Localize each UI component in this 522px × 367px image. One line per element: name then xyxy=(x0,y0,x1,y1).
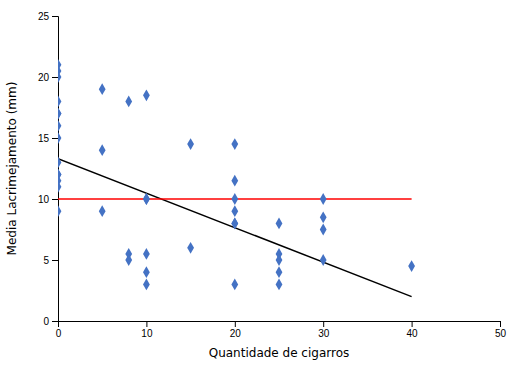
point xyxy=(320,211,327,223)
tick-label: 10 xyxy=(141,328,153,339)
point xyxy=(231,193,238,205)
y-axis-title: Media Lacrimejamento (mm) xyxy=(5,82,19,256)
tick: 40 xyxy=(407,321,419,339)
point xyxy=(143,193,150,205)
tick: 25 xyxy=(38,11,58,22)
tick-mark xyxy=(235,321,236,327)
axis-line xyxy=(59,322,501,328)
point xyxy=(231,138,238,150)
tick: 0 xyxy=(43,316,58,327)
point xyxy=(143,279,150,291)
point xyxy=(58,120,61,132)
point xyxy=(125,254,132,266)
point xyxy=(58,71,61,83)
tick-mark xyxy=(146,321,147,327)
tick-label: 40 xyxy=(407,328,419,339)
tick-mark xyxy=(52,321,58,322)
tick-mark xyxy=(52,199,58,200)
tick: 20 xyxy=(230,321,242,339)
point xyxy=(408,260,415,272)
point xyxy=(143,248,150,260)
point xyxy=(276,266,283,278)
tick-label: 20 xyxy=(230,328,242,339)
point xyxy=(320,193,327,205)
point xyxy=(276,279,283,291)
tick: 0 xyxy=(56,321,62,339)
tick-label: 0 xyxy=(56,328,62,339)
chart-container: 0 10 20 30 40 50 0 5 10 15 20 25 Quantidade de cigar… xyxy=(0,0,522,367)
point xyxy=(125,96,132,108)
x-axis: 0 10 20 30 40 50 xyxy=(56,321,507,339)
point xyxy=(143,193,150,205)
tick: 10 xyxy=(38,194,58,205)
tick: 20 xyxy=(38,72,58,83)
line xyxy=(58,159,412,297)
tick-label: 30 xyxy=(318,328,330,339)
point xyxy=(320,254,327,266)
marks xyxy=(58,59,415,297)
point xyxy=(143,266,150,278)
tick-label: 15 xyxy=(38,133,50,144)
point xyxy=(58,132,61,144)
point xyxy=(276,218,283,230)
point xyxy=(58,181,61,193)
point xyxy=(58,157,61,169)
point xyxy=(276,254,283,266)
x-axis-title: Quantidade de cigarros xyxy=(209,346,350,360)
point xyxy=(99,205,106,217)
point xyxy=(58,205,61,217)
point xyxy=(99,83,106,95)
tick-mark xyxy=(52,16,58,17)
tick: 30 xyxy=(318,321,330,339)
tick-label: 50 xyxy=(495,328,507,339)
point xyxy=(143,89,150,101)
tick: 50 xyxy=(495,321,507,339)
point xyxy=(320,224,327,236)
point xyxy=(231,279,238,291)
plot-area: 0 10 20 30 40 50 0 5 10 15 20 25 xyxy=(38,11,507,339)
point xyxy=(58,108,61,120)
tick: 5 xyxy=(43,255,58,266)
tick-mark xyxy=(52,138,58,139)
points xyxy=(58,59,415,290)
point xyxy=(231,218,238,230)
y-axis: 0 5 10 15 20 25 xyxy=(38,11,59,327)
tick-label: 10 xyxy=(38,194,50,205)
point xyxy=(99,144,106,156)
tick-label: 20 xyxy=(38,72,50,83)
point xyxy=(187,138,194,150)
point xyxy=(187,242,194,254)
tick: 15 xyxy=(38,133,58,144)
point xyxy=(58,108,61,120)
tick-mark xyxy=(500,321,501,327)
tick-mark xyxy=(412,321,413,327)
tick-mark xyxy=(52,77,58,78)
point xyxy=(231,218,238,230)
tick-label: 5 xyxy=(43,255,49,266)
tick-mark xyxy=(52,260,58,261)
tick-label: 0 xyxy=(43,316,49,327)
point xyxy=(231,205,238,217)
axis-line xyxy=(52,17,59,322)
chart-svg: 0 10 20 30 40 50 0 5 10 15 20 25 Quantidade de cigar… xyxy=(0,0,522,367)
point xyxy=(58,96,61,108)
point xyxy=(231,175,238,187)
tick-mark xyxy=(323,321,324,327)
tick: 10 xyxy=(141,321,153,339)
tick-label: 25 xyxy=(38,11,50,22)
